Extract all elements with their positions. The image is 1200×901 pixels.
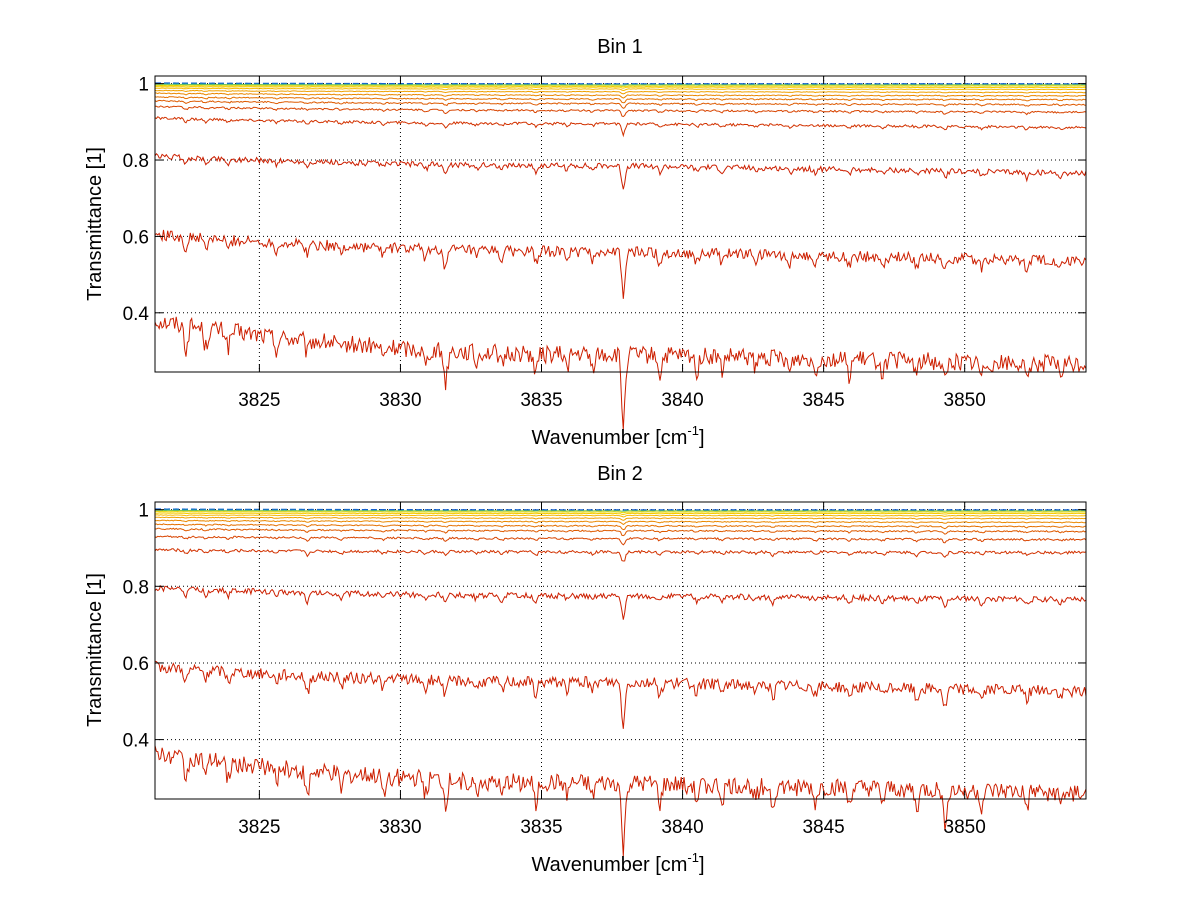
- series-line-11: [154, 86, 1087, 89]
- series-line-7: [154, 96, 1087, 104]
- series-line-11: [154, 512, 1086, 516]
- x-tick-label: 3830: [379, 817, 421, 838]
- series-line-13: [155, 83, 1086, 86]
- series-line-7: [154, 523, 1087, 531]
- x-axis-label-text: Wavenumber [cm: [531, 854, 687, 876]
- y-axis-label: Transmittance [1]: [84, 147, 106, 301]
- series-line-1: [154, 316, 1087, 430]
- series-line-10: [154, 87, 1087, 92]
- series-line-6: [154, 99, 1087, 109]
- x-axis-label: Wavenumber [cm-1]: [531, 850, 704, 876]
- y-tick-label: 0.4: [123, 304, 150, 325]
- series-line-8: [154, 92, 1087, 99]
- series-line-1: [154, 745, 1087, 857]
- series-line-9: [154, 89, 1087, 95]
- y-tick-label: 0.8: [123, 151, 149, 172]
- x-axis-label-end: ]: [699, 854, 705, 876]
- grid: [155, 502, 1086, 799]
- x-tick-label: 3830: [379, 390, 421, 411]
- series-line-4: [154, 116, 1087, 138]
- chart-title: Bin 2: [597, 463, 643, 485]
- series-line-3: [154, 153, 1087, 190]
- chart-title: Bin 1: [597, 36, 643, 58]
- x-axis-label-superscript: -1: [687, 423, 699, 438]
- x-tick-label: 3845: [802, 390, 844, 411]
- x-tick-label: 3835: [520, 390, 562, 411]
- grid: [155, 76, 1086, 372]
- plot-area-frame: [154, 75, 1087, 373]
- series-line-5: [154, 105, 1087, 118]
- plot-area-frame: [154, 501, 1087, 800]
- series-line-5: [154, 535, 1087, 546]
- tick-group: 3825 3830 3835 3840 3845 3850 0.4 0.6 0.8 1: [123, 75, 1086, 411]
- x-tick-label: 3825: [238, 390, 280, 411]
- series-line-8: [154, 519, 1087, 526]
- series-line-9: [155, 516, 1087, 521]
- series-line-15: [155, 82, 1087, 85]
- x-tick-label: 3845: [802, 817, 844, 838]
- y-tick-label: 1: [138, 501, 149, 522]
- y-axis-label: Transmittance [1]: [84, 573, 106, 727]
- x-axis-label-superscript: -1: [687, 850, 699, 865]
- series-line-15: [155, 508, 1086, 511]
- series-group: [154, 508, 1087, 857]
- y-tick-label: 0.6: [123, 654, 149, 675]
- series-line-10: [154, 514, 1087, 518]
- series-line-13: [155, 509, 1086, 512]
- series-line-2: [154, 660, 1087, 729]
- series-group: [154, 82, 1087, 430]
- x-tick-label: 3840: [661, 390, 703, 411]
- x-tick-label: 3835: [520, 817, 562, 838]
- x-tick-label: 3850: [944, 390, 986, 411]
- y-tick-label: 1: [138, 75, 149, 96]
- y-tick-label: 0.8: [123, 577, 149, 598]
- y-tick-label: 0.6: [123, 227, 149, 248]
- y-tick-label: 0.4: [123, 731, 150, 752]
- subplot-bin-2: Bin 2 3825 3830 3835 3840 3845 3850 0.4 0.6 0.8 1…: [84, 463, 1087, 876]
- series-line-4: [154, 548, 1087, 562]
- x-axis-label-end: ]: [699, 427, 705, 449]
- x-tick-label: 3825: [238, 817, 280, 838]
- series-line-12: [154, 510, 1087, 514]
- tick-group: 3825 3830 3835 3840 3845 3850 0.4 0.6 0.8 1: [123, 501, 1086, 838]
- series-line-3: [154, 584, 1087, 620]
- x-axis-label-text: Wavenumber [cm: [531, 427, 687, 449]
- subplot-bin-1: Bin 1 3825 3830 3835 3840 3845 3850 0.4 0.6 0.8 1…: [84, 36, 1087, 449]
- series-line-6: [154, 527, 1087, 537]
- x-tick-label: 3850: [944, 817, 986, 838]
- x-axis-label: Wavenumber [cm-1]: [531, 423, 704, 449]
- series-line-2: [154, 229, 1087, 299]
- x-tick-label: 3840: [661, 817, 703, 838]
- series-line-12: [155, 84, 1086, 88]
